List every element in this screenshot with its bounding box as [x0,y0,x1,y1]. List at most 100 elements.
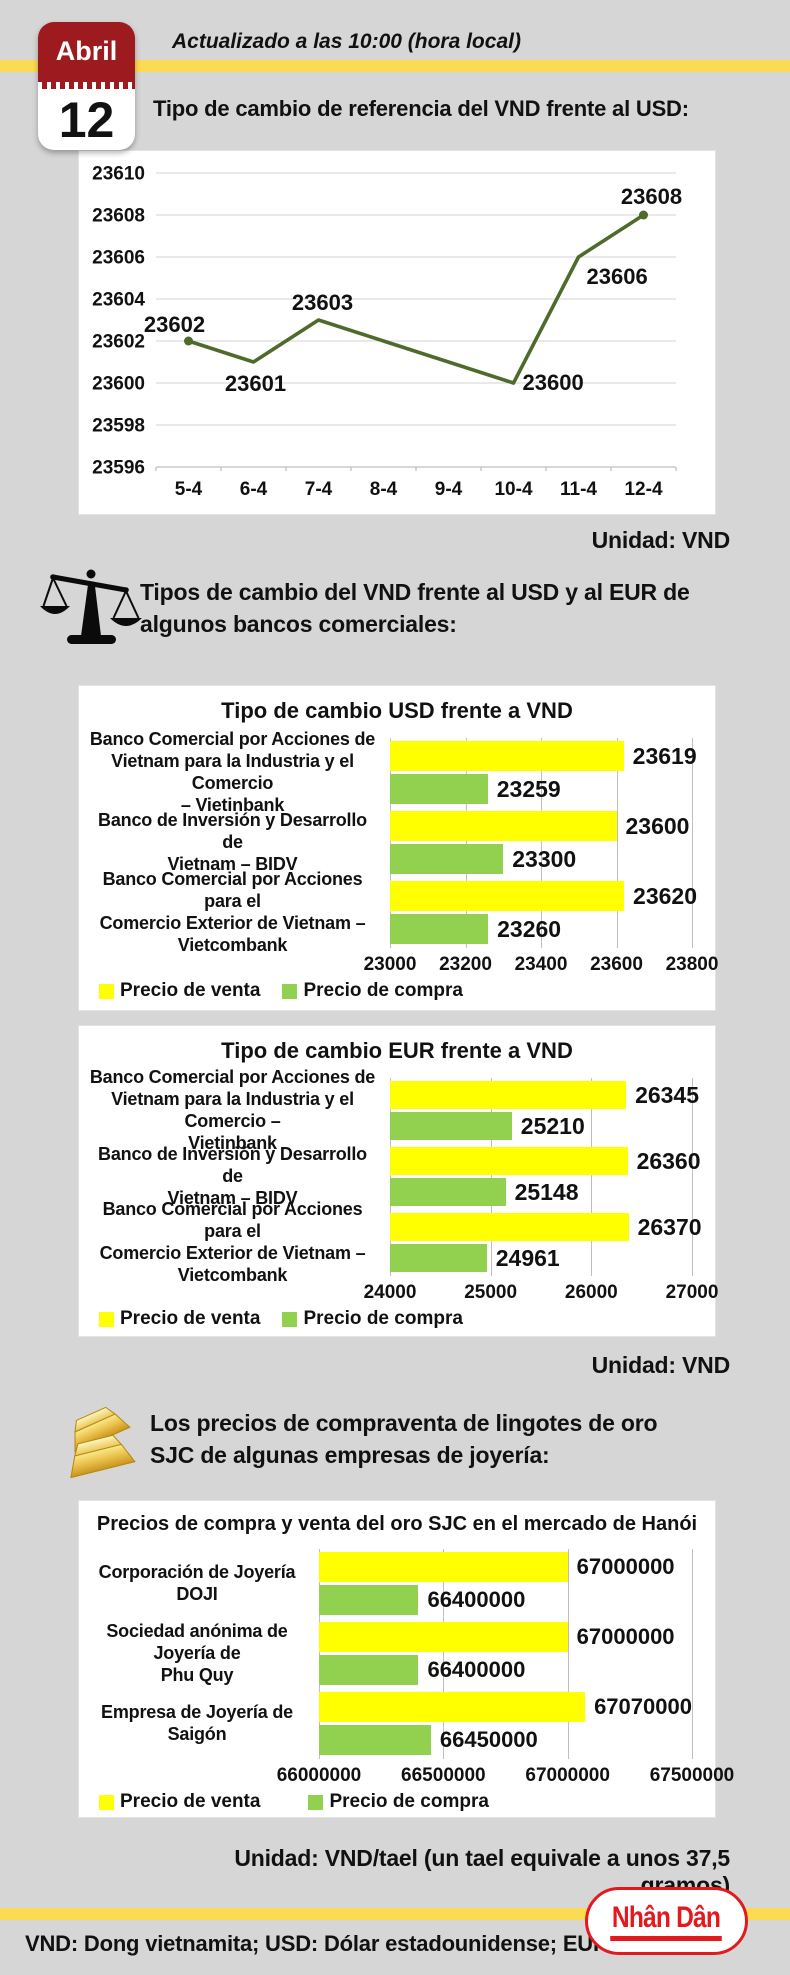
legend-sell-label: Precio de venta [120,1791,261,1812]
category-label: Corporación de Joyería DOJI [98,1562,296,1604]
chart-title: Tipo de cambio USD frente a VND [221,698,573,723]
chart-legend: Precio de venta Precio de compra [99,1308,463,1330]
gridline [541,738,542,948]
bar-sell [319,1692,586,1722]
svg-text:7-4: 7-4 [305,479,333,500]
legend-buy-label: Precio de compra [303,1308,463,1329]
bar-buy-value: 66400000 [427,1657,526,1682]
legend-buy-swatch [282,1311,298,1327]
x-tick-label: 25000 [464,1282,518,1303]
svg-text:10-4: 10-4 [494,479,532,500]
bar-buy-value: 24961 [495,1245,560,1271]
calendar-perforation [38,80,135,89]
svg-text:23600: 23600 [92,374,145,395]
bar-sell [390,1213,629,1241]
x-tick-label: 66000000 [276,1765,362,1786]
nhan-dan-logo-text: Nhân Dân [610,1901,723,1941]
svg-text:23608: 23608 [621,184,682,209]
gridline [390,1078,391,1276]
bar-sell-value: 23620 [633,883,698,909]
gridline [591,1078,593,1276]
gold-bars-icon [52,1392,148,1493]
svg-text:23596: 23596 [92,458,145,479]
scales-icon [40,560,144,667]
bar-sell [319,1552,568,1582]
bar-sell-value: 26370 [637,1214,702,1240]
category-label: Banco Comercial por Acciones para el Com… [99,1199,366,1285]
x-tick-label: 23000 [363,954,417,975]
bar-buy [390,1178,506,1206]
x-tick-label: 24000 [363,1282,417,1303]
bar-buy-value: 66450000 [439,1727,538,1752]
gridline [390,738,391,948]
legend-sell-swatch [99,983,114,999]
svg-text:23606: 23606 [92,248,145,269]
gridline [692,1549,693,1759]
bar-buy-value: 23300 [512,846,577,872]
svg-text:5-4: 5-4 [175,479,203,500]
unit-note-line-chart: Unidad: VND [591,527,731,553]
bar-sell-value: 67000000 [576,1554,675,1579]
category-label: Banco de Inversión y Desarrollo de Vietn… [98,1144,367,1208]
category-label: Banco Comercial por Acciones de Vietnam … [89,1067,376,1153]
bar-sell [390,881,625,911]
unit-note-gold-chart: Unidad: VND/tael (un tael equivale a uno… [234,1845,730,1898]
bar-sell-value: 26345 [635,1082,700,1108]
x-tick-label: 67500000 [649,1765,735,1786]
legend-buy-swatch [282,983,298,999]
calendar-day: 12 [58,91,115,148]
svg-text:23606: 23606 [587,264,648,289]
gold-bar-chart-panel: Precios de compra y venta del oro SJC en… [78,1500,734,1818]
gold-section-heading: Los precios de compraventa de lingotes d… [150,1410,658,1468]
gridline [567,1549,569,1759]
x-tick-label: 23800 [665,954,719,975]
gridline [443,1549,445,1759]
bar-sell-value: 23619 [632,743,697,769]
bar-buy [319,1655,419,1685]
svg-text:23602: 23602 [144,312,205,337]
bar-sell-value: 23600 [625,813,690,839]
usd-bank-bar-chart-panel: Tipo de cambio USD frente a VND 23000 2320… [78,685,718,1011]
bar-buy [390,1112,512,1140]
legend-sell-label: Precio de venta [120,980,261,1001]
bar-buy-value: 25148 [514,1179,579,1205]
gridline [319,1549,320,1759]
svg-text:23608: 23608 [92,206,145,227]
bar-sell [390,1147,628,1175]
category-label: Banco Comercial por Acciones de Vietnam … [89,729,376,815]
gridline [490,1078,492,1276]
bar-buy [390,1244,487,1272]
bar-sell-value: 67070000 [594,1694,692,1719]
svg-text:23604: 23604 [92,290,145,311]
gridline [692,1078,693,1276]
svg-text:23601: 23601 [225,371,286,396]
bar-sell [390,741,624,771]
gridline [616,738,618,948]
legend-buy-swatch [308,1794,324,1810]
x-tick-label: 23600 [590,954,643,975]
svg-text:9-4: 9-4 [435,479,463,500]
svg-text:23603: 23603 [292,290,353,315]
chart-legend: Precio de venta Precio de compra [99,980,463,1002]
svg-text:23598: 23598 [92,416,145,437]
svg-text:12-4: 12-4 [624,479,662,500]
svg-text:8-4: 8-4 [370,479,398,500]
legend-buy-label: Precio de compra [303,980,463,1001]
category-label: Banco de Inversión y Desarrollo de Vietn… [98,810,367,874]
unit-note-bank-charts: Unidad: VND [591,1352,731,1378]
bar-sell [390,1081,627,1109]
bar-buy [390,914,489,944]
top-accent-stripe [0,60,790,72]
gridline [465,738,467,948]
svg-text:23600: 23600 [523,370,584,395]
updated-time-text: Actualizado a las 10:00 (hora local) [172,30,521,53]
bar-sell-value: 67000000 [576,1624,675,1649]
legend-sell-swatch [99,1794,114,1810]
bar-buy-value: 23260 [497,916,562,942]
x-tick-label: 26000 [564,1282,618,1303]
calendar-icon: Abril 12 [38,22,135,150]
reference-rate-line-chart: 23596 23598 23600 23602 23604 23606 23608 23610… [79,151,715,519]
x-tick-label: 23400 [514,954,568,975]
reference-rate-line-chart-panel: 23596 23598 23600 23602 23604 23606 23608 23610… [78,150,716,515]
